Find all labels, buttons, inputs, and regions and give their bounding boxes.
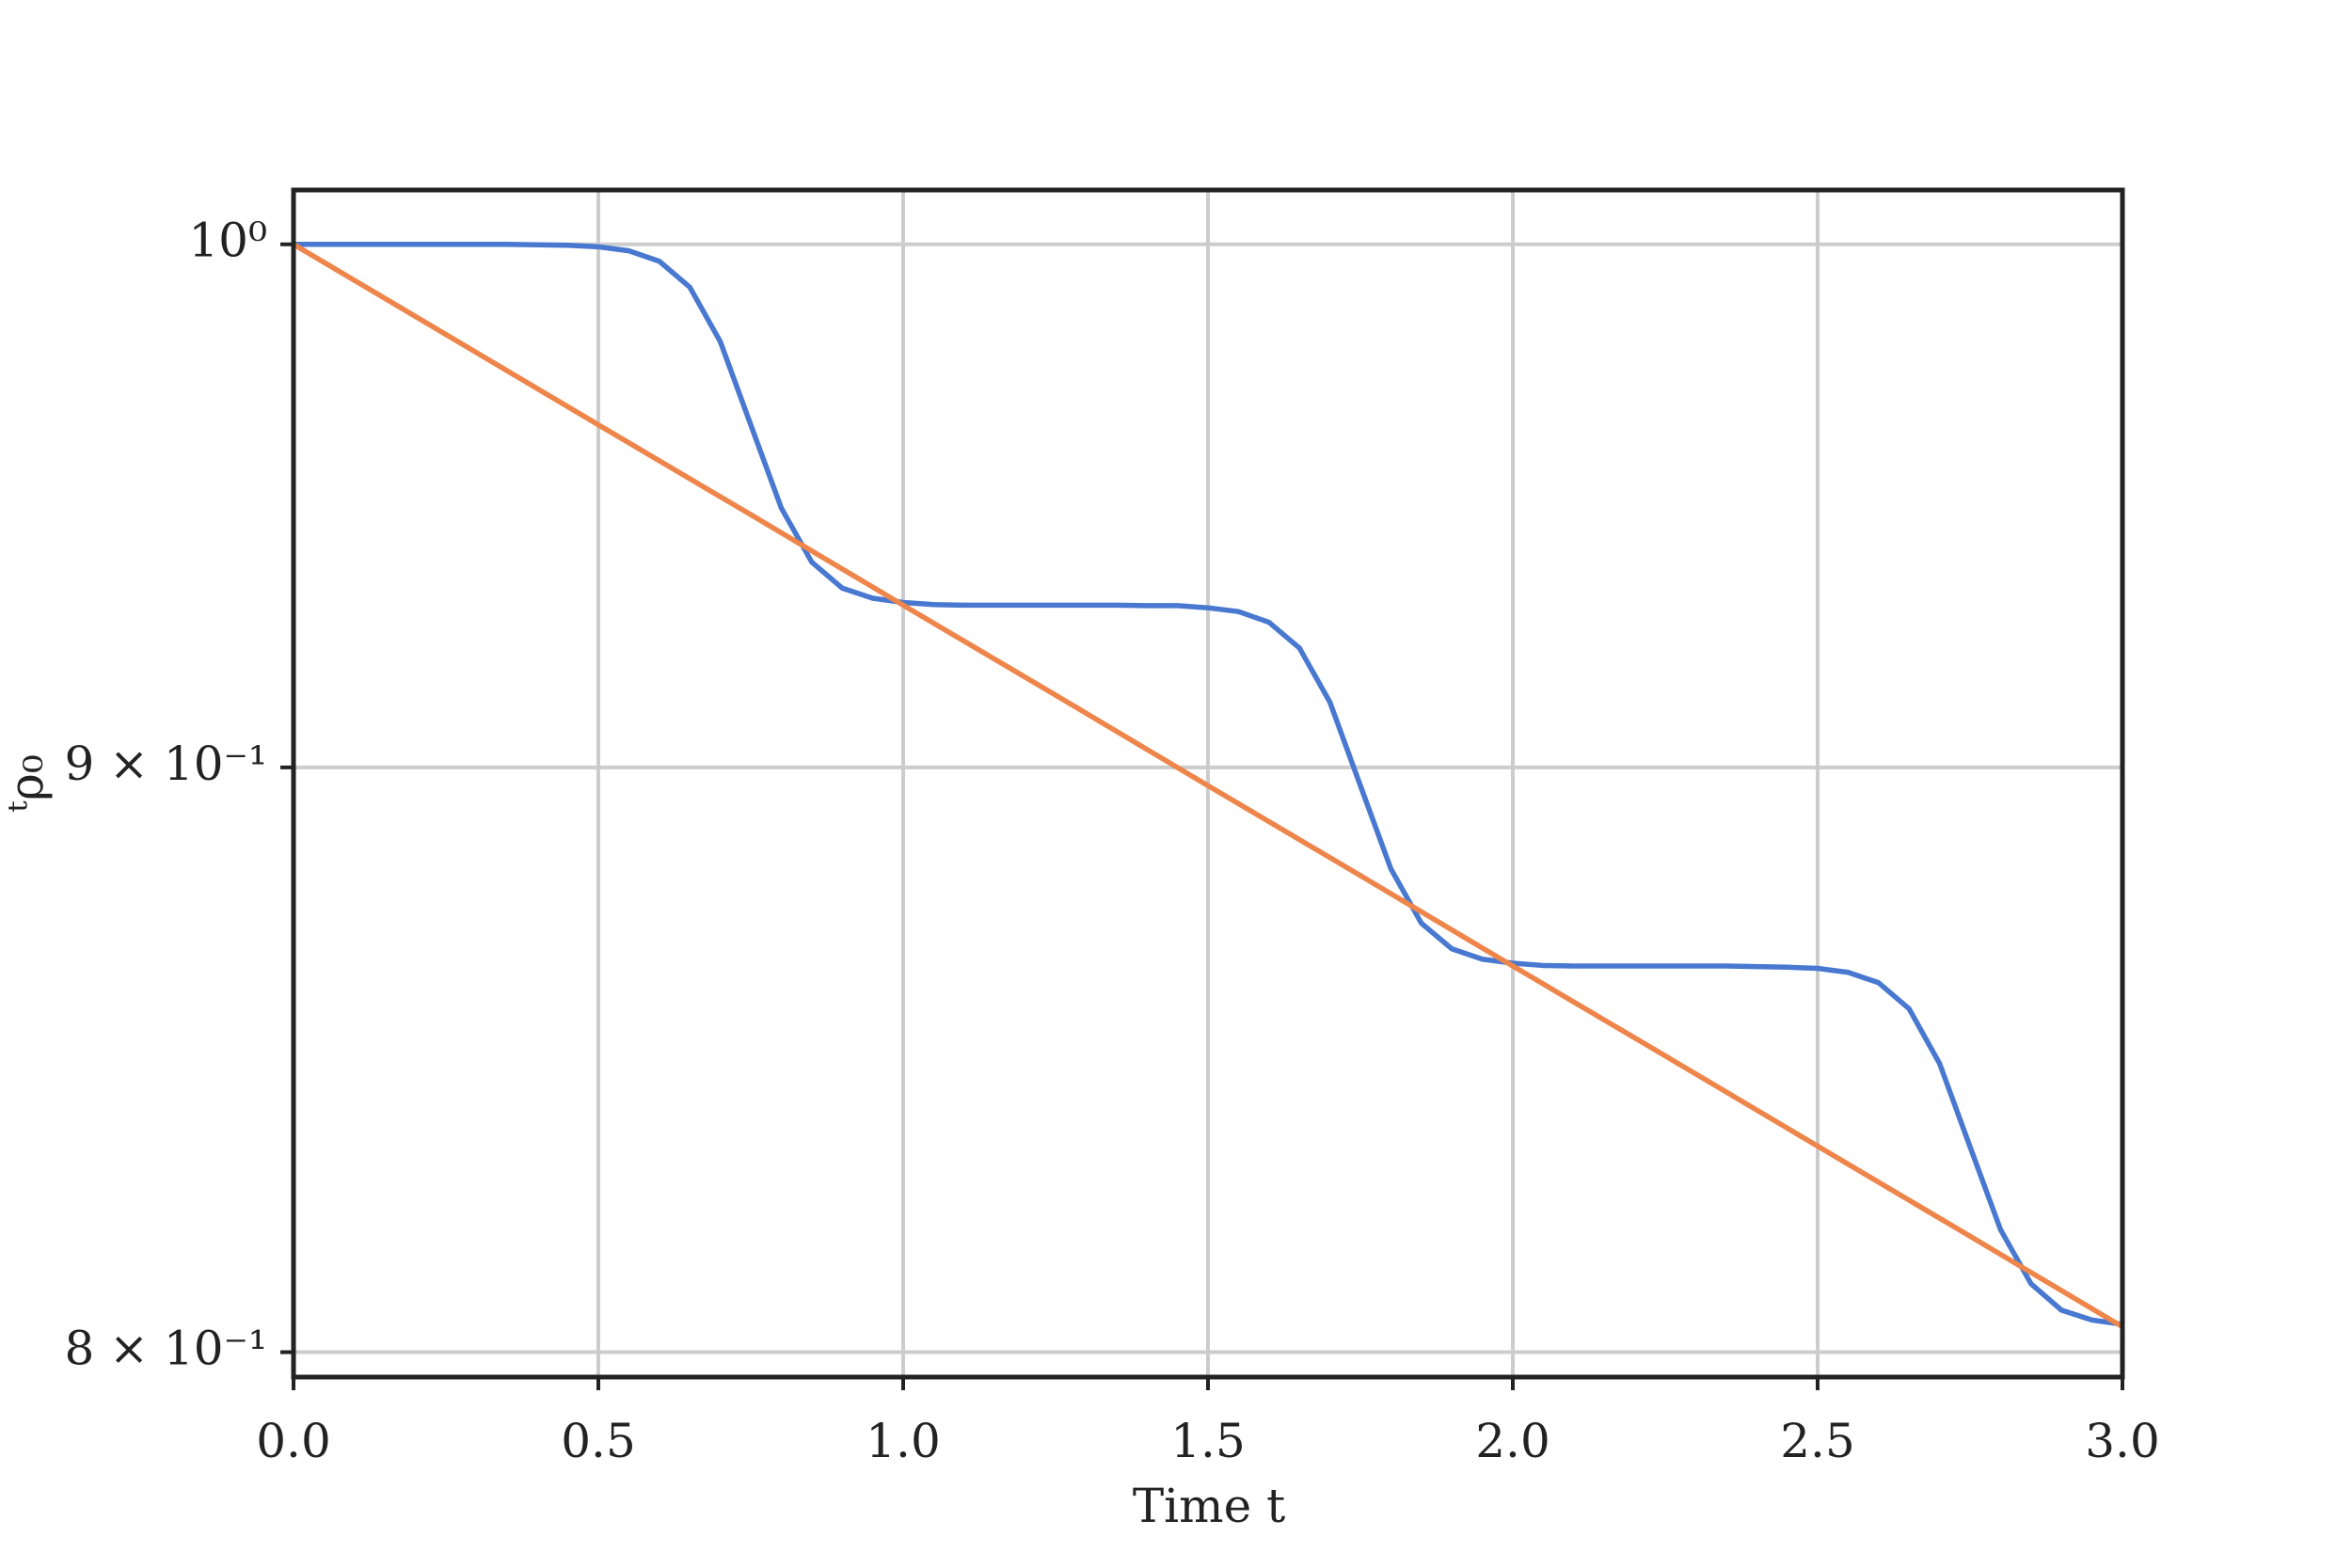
y-tick-label: 8 × 10⁻¹	[64, 1322, 267, 1376]
x-tick-label: 3.0	[2085, 1414, 2160, 1468]
x-tick-label: 2.0	[1475, 1414, 1550, 1468]
line-series	[294, 241, 2123, 1327]
y-axis-label: ᵗρ₀	[0, 754, 54, 813]
plot-area	[292, 241, 2124, 1329]
x-tick-label: 1.5	[1170, 1414, 1246, 1468]
y-tick-label: 10⁰	[188, 214, 267, 268]
line-series	[292, 242, 2124, 1329]
x-axis-label: Time t	[1133, 1479, 1285, 1533]
x-tick-label: 1.0	[866, 1414, 941, 1468]
x-tick-label: 0.0	[256, 1414, 331, 1468]
ticks: 0.0 0.5 1.0 1.5 2.0 2.5 3.0 10⁰ 9 × 10⁻¹ 8 × 10⁻¹	[64, 214, 2159, 1468]
x-tick-label: 2.5	[1780, 1414, 1855, 1468]
x-tick-label: 0.5	[561, 1414, 636, 1468]
y-tick-label: 9 × 10⁻¹	[64, 736, 267, 791]
